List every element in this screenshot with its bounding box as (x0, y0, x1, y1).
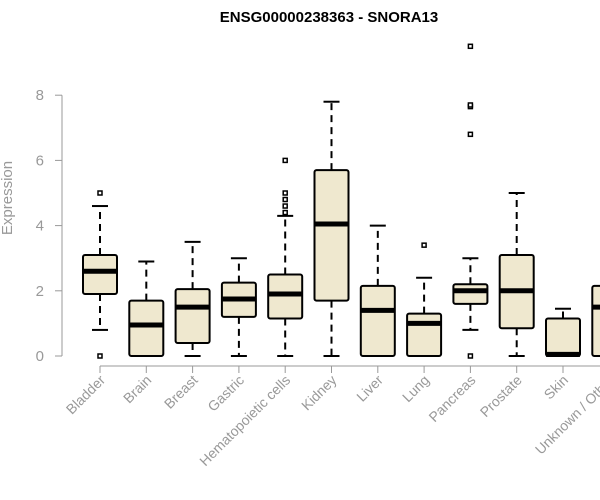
x-tick-label: Breast (161, 372, 201, 412)
box-group (128, 260, 165, 357)
x-tick-label: Hematopoietic cells (196, 372, 293, 469)
box-group (174, 240, 211, 357)
outlier-point (282, 190, 288, 196)
iqr-box (128, 299, 165, 357)
box-group (313, 100, 350, 357)
iqr-box (313, 169, 350, 302)
iqr-box (591, 284, 600, 357)
x-tick-label: Liver (353, 372, 386, 405)
iqr-box (545, 317, 581, 358)
box-group (545, 307, 581, 358)
iqr-box (174, 288, 211, 344)
y-axis: 0 2 4 6 8 (36, 87, 63, 365)
x-tick-label: Skin (541, 372, 572, 403)
box-group (406, 242, 443, 357)
outlier-point (467, 43, 474, 50)
outlier-point (282, 203, 288, 209)
box-group (452, 43, 489, 359)
outlier-point (282, 196, 288, 203)
box-group (359, 224, 396, 357)
x-tick-label: Lung (399, 372, 432, 405)
x-tick-label: Kidney (298, 372, 340, 414)
x-tick-label: Gastric (204, 372, 247, 415)
box-group (591, 284, 600, 357)
outlier-point (282, 157, 288, 164)
box-series (82, 43, 600, 359)
iqr-box (82, 253, 118, 296)
iqr-box (452, 283, 489, 305)
x-tick-label: Pancreas (425, 372, 478, 425)
y-axis-label: Expression (0, 161, 16, 235)
y-tick-label: 4 (36, 218, 44, 235)
iqr-box (406, 312, 443, 357)
y-tick-label: 8 (36, 87, 44, 104)
outlier-point (421, 242, 427, 248)
y-tick-label: 6 (36, 152, 44, 169)
chart-title: ENSG00000238363 - SNORA13 (220, 9, 438, 26)
x-tick-label: Brain (120, 372, 154, 406)
iqr-box (359, 284, 396, 357)
box-group (498, 192, 535, 357)
outlier-point (467, 131, 474, 138)
outlier-point (467, 353, 474, 359)
outlier-point (467, 102, 474, 108)
x-tick-label: Bladder (63, 372, 109, 418)
x-tick-label: Prostate (477, 372, 525, 420)
y-tick-label: 2 (36, 283, 44, 300)
outlier-point (282, 209, 288, 216)
box-group (82, 190, 118, 359)
y-tick-label: 0 (36, 348, 44, 365)
box-group (267, 157, 304, 357)
outlier-point (97, 190, 103, 196)
outlier-point (97, 353, 103, 359)
box-group (220, 257, 257, 357)
